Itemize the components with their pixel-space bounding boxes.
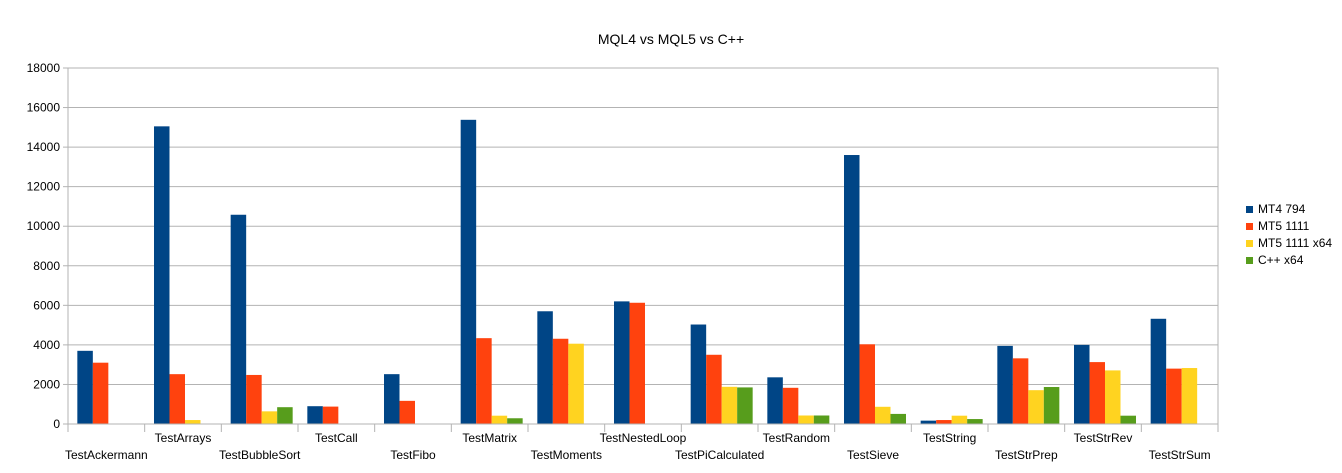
y-tick-label: 10000 [27, 219, 61, 233]
bar-mt5-1111-teststrrev [1089, 362, 1105, 424]
bar-c-x64-teststring [967, 419, 983, 424]
x-tick-labels: TestAckermann TestArrays TestBubbleSort Tes… [65, 431, 1211, 462]
bar-mt5-1111-testfibo [399, 400, 415, 424]
bar-c-x64-testbubblesort [277, 407, 293, 424]
y-tick-label: 2000 [33, 377, 60, 391]
bar-c-x64-testrandom [813, 415, 830, 424]
y-tick-label: 8000 [33, 259, 60, 273]
bar-c-x64-testsieve [890, 413, 906, 424]
bar-mt4-794-testpicalculated [690, 324, 707, 424]
bar-mt4-794-testackermann [77, 350, 93, 424]
bar-mt5-1111-testrandom [782, 387, 799, 424]
bar-mt5-1111-testmatrix [476, 338, 492, 424]
bar-c-x64-teststrprep [1043, 387, 1060, 424]
bar-mt5-1111-testackermann [92, 362, 109, 424]
bar-mt5-1111-teststrsum [1166, 368, 1182, 424]
bar-mt5-1111-testpicalculated [706, 354, 722, 424]
legend-swatch [1246, 206, 1253, 213]
legend: MT4 794 MT5 1111 MT5 1111 x64 C++ x64 [1246, 202, 1332, 267]
x-tick-label: TestStrPrep [995, 448, 1058, 462]
x-tick-label: TestStrSum [1149, 448, 1211, 462]
bar-mt4-794-testsieve [844, 155, 860, 424]
legend-label: C++ x64 [1258, 253, 1304, 267]
y-tick-label: 16000 [27, 101, 61, 115]
bar-mt4-794-testcall [307, 406, 323, 424]
y-tick-label: 6000 [33, 298, 60, 312]
plot-area-border [67, 67, 1219, 425]
bar-c-x64-testpicalculated [737, 387, 753, 424]
axes [63, 67, 1219, 432]
bar-mt4-794-testmoments [537, 311, 553, 424]
bar-mt4-794-teststrsum [1150, 318, 1167, 424]
bar-mt4-794-testfibo [384, 374, 400, 424]
legend-label: MT5 1111 x64 [1258, 236, 1332, 250]
chart-title: MQL4 vs MQL5 vs C++ [598, 31, 744, 47]
bar-mt4-794-testrandom [767, 377, 783, 424]
bar-mt4-794-teststrprep [997, 345, 1013, 424]
bar-mt5-1111-testbubblesort [246, 374, 262, 424]
y-tick-labels: 0 2000 4000 6000 8000 10000 12000 14000 16000 180… [27, 61, 61, 431]
bar-mt5-1111-x64-teststrrev [1105, 370, 1121, 424]
bar-mt5-1111-x64-testrandom [798, 415, 814, 424]
bar-mt5-1111-x64-testmoments [568, 343, 584, 424]
bar-mt5-1111-testarrays [169, 374, 185, 424]
x-tick-label: TestString [923, 431, 976, 445]
y-tick-label: 18000 [27, 61, 61, 75]
x-tick-label: TestCall [315, 431, 358, 445]
x-tick-label: TestArrays [155, 431, 212, 445]
bar-mt5-1111-x64-testarrays [185, 420, 201, 424]
x-tick-label: TestStrRev [1074, 431, 1133, 445]
bar-mt5-1111-x64-testbubblesort [261, 411, 278, 424]
bar-mt5-1111-x64-testsieve [875, 406, 891, 424]
bar-mt4-794-testnestedloop [614, 301, 630, 424]
bar-mt4-794-teststring [920, 420, 937, 424]
bar-mt5-1111-testmoments [552, 338, 569, 424]
bar-mt4-794-teststrrev [1074, 344, 1090, 424]
x-tick-label: TestBubbleSort [219, 448, 301, 462]
y-tick-label: 14000 [27, 140, 61, 154]
bar-mt5-1111-x64-teststrprep [1028, 390, 1044, 424]
legend-swatch [1246, 257, 1253, 264]
bar-mt4-794-testbubblesort [230, 214, 247, 424]
bar-mt5-1111-testcall [322, 406, 339, 424]
x-tick-label: TestMoments [531, 448, 602, 462]
bar-c-x64-testmatrix [507, 418, 523, 424]
x-tick-label: TestMatrix [462, 431, 517, 445]
bar-mt5-1111-x64-testmatrix [491, 415, 508, 424]
x-tick-label: TestSieve [847, 448, 899, 462]
bar-mt5-1111-x64-teststrsum [1181, 368, 1198, 424]
x-tick-label: TestPiCalculated [675, 448, 764, 462]
bars [77, 119, 1198, 424]
legend-label: MT5 1111 [1258, 219, 1310, 233]
bar-mt5-1111-teststring [936, 420, 952, 424]
bar-c-x64-teststrrev [1120, 415, 1136, 424]
legend-swatch [1246, 240, 1253, 247]
legend-swatch [1246, 223, 1253, 230]
bar-mt5-1111-testnestedloop [629, 302, 645, 424]
y-tick-label: 0 [53, 417, 60, 431]
x-tick-label: TestRandom [763, 431, 830, 445]
legend-label: MT4 794 [1258, 202, 1306, 216]
bar-mt5-1111-x64-testpicalculated [721, 386, 738, 424]
bar-mt5-1111-x64-teststring [951, 415, 968, 424]
y-tick-label: 12000 [27, 180, 61, 194]
bar-mt5-1111-testsieve [859, 344, 875, 424]
y-tick-label: 4000 [33, 338, 60, 352]
x-tick-label: TestNestedLoop [600, 431, 687, 445]
bar-mt4-794-testarrays [154, 126, 170, 424]
x-tick-label: TestAckermann [65, 448, 148, 462]
x-tick-label: TestFibo [390, 448, 436, 462]
bar-mt4-794-testmatrix [460, 119, 477, 424]
bar-mt5-1111-teststrprep [1012, 358, 1029, 424]
